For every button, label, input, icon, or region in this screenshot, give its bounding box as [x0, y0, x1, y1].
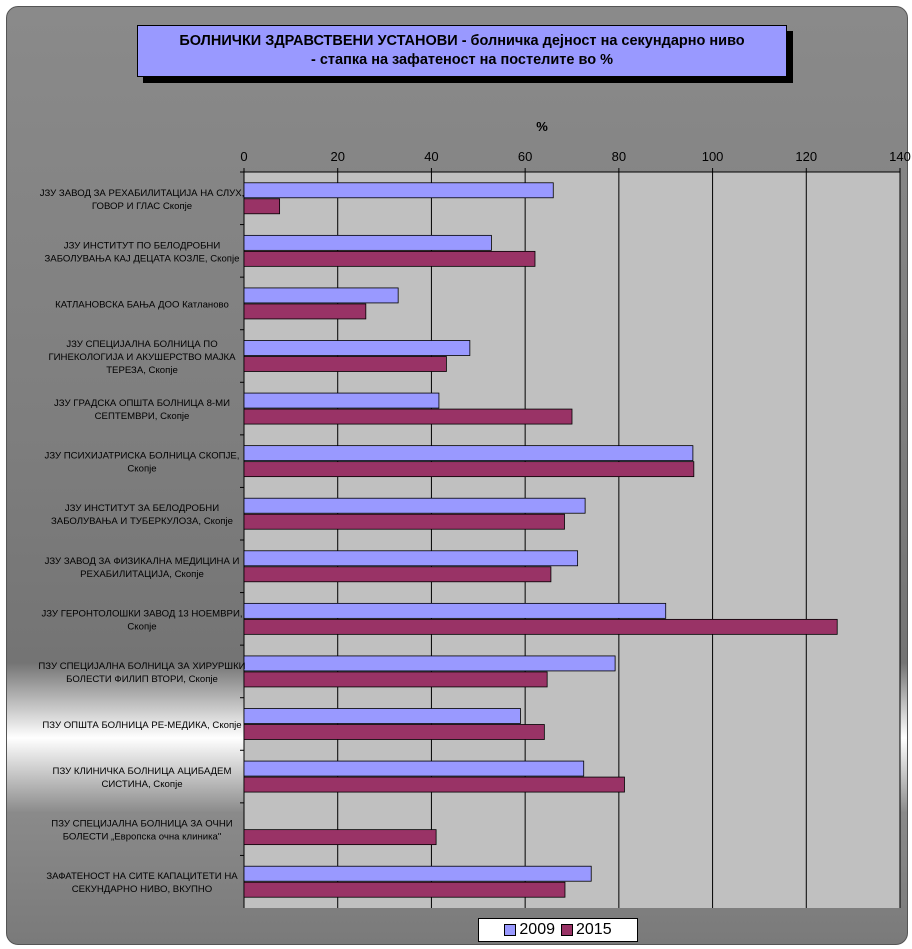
category-label: ПЗУ ОПШТА БОЛНИЦА РЕ-МЕДИКА, Скопје	[42, 720, 241, 731]
bar-2015	[243, 776, 625, 793]
chart-title-line-2: - стапка на зафатеност на постелите во %	[311, 52, 613, 68]
bar-2009	[243, 497, 586, 514]
bar-2009	[243, 182, 554, 199]
bar-2015	[243, 250, 536, 267]
legend: 2009 2015	[478, 918, 638, 942]
bar-2015	[243, 566, 552, 583]
plot-area	[244, 172, 900, 908]
category-label: ПЗУ СПЕЦИЈАЛНА БОЛНИЦА ЗА ХИРУРШКИ	[38, 661, 245, 672]
legend-label-2009: 2009	[519, 921, 555, 938]
x-tick-label: 0	[240, 149, 247, 164]
category-label: ГОВОР И ГЛАС Скопје	[92, 201, 192, 212]
category-label: ЈЗУ ИНСТИТУТ ПО БЕЛОДРОБНИ	[64, 240, 221, 251]
bar-2015	[243, 461, 695, 478]
legend-item-2009: 2009	[504, 921, 555, 939]
x-tick-label: 80	[612, 149, 626, 164]
x-tick-label: 140	[889, 149, 911, 164]
x-axis-label: %	[536, 119, 548, 134]
bar-2015	[243, 513, 565, 530]
bar-2009	[243, 550, 579, 567]
x-tick-label: 60	[518, 149, 532, 164]
bar-2015	[243, 408, 573, 425]
bar-2009	[243, 708, 521, 724]
legend-swatch-2015	[561, 924, 573, 936]
bar-2015	[243, 829, 437, 846]
category-label: ЈЗУ ЗАВОД ЗА ФИЗИКАЛНА МЕДИЦИНА И	[45, 556, 240, 567]
bar-2015	[243, 618, 838, 635]
category-label: ЈЗУ ПСИХИЈАТРИСКА БОЛНИЦА СКОПЈЕ,	[45, 451, 240, 462]
bar-2015	[243, 198, 281, 215]
legend-item-2015: 2015	[561, 921, 612, 939]
x-tick-label: 40	[424, 149, 438, 164]
category-label: ГИНЕКОЛОГИЈА И АКУШЕРСТВО МАЈКА	[48, 352, 236, 363]
category-label: ЗАБОЛУВАЊА КАЈ ДЕЦАТА КОЗЛЕ, Скопје	[45, 253, 240, 264]
chart-title: БОЛНИЧКИ ЗДРАВСТВЕНИ УСТАНОВИ - болничка…	[137, 25, 787, 77]
bar-2015	[243, 881, 566, 898]
category-label: ПЗУ СПЕЦИЈАЛНА БОЛНИЦА ЗА ОЧНИ	[51, 819, 233, 830]
bar-2009	[243, 865, 592, 882]
x-tick-label: 120	[795, 149, 817, 164]
bar-2015	[243, 671, 548, 688]
category-label: ЈЗУ ИНСТИТУТ ЗА БЕЛОДРОБНИ	[65, 503, 219, 514]
x-tick-label: 100	[702, 149, 724, 164]
category-label: Скопје	[127, 621, 156, 632]
category-label: Скопје	[127, 464, 156, 475]
bar-2009	[243, 760, 585, 777]
bar-2015	[243, 724, 545, 740]
bar-2009	[243, 655, 616, 672]
bar-2009	[243, 392, 440, 409]
category-label: ЗАФАТЕНОСТ НА СИТЕ КАПАЦИТЕТИ НА	[46, 871, 238, 882]
category-label: ПЗУ КЛИНИЧКА БОЛНИЦА АЦИБАДЕМ	[53, 766, 232, 777]
x-tick-label: 20	[330, 149, 344, 164]
bar-2015	[243, 303, 367, 320]
category-label: ЈЗУ СПЕЦИЈАЛНА БОЛНИЦА ПО	[66, 339, 217, 350]
category-label: СЕКУНДАРНО НИВО, ВКУПНО	[72, 884, 213, 895]
category-label: СЕПТЕМВРИ, Скопје	[95, 411, 190, 422]
legend-swatch-2009	[504, 924, 517, 936]
bar-2009	[243, 340, 471, 356]
category-label: ТЕРЕЗА, Скопје	[106, 365, 178, 376]
category-label: РЕХАБИЛИТАЦИЈА, Скопје	[80, 569, 204, 580]
category-label: ЈЗУ ГЕРОНТОЛОШКИ ЗАВОД 13 НОЕМВРИ,	[41, 608, 242, 619]
category-label: КАТЛАНОВСКА БАЊА ДОО Катланово	[55, 299, 229, 310]
chart-title-line-1: БОЛНИЧКИ ЗДРАВСТВЕНИ УСТАНОВИ - болничка…	[179, 33, 745, 49]
bar-2009	[243, 602, 667, 619]
category-label: СИСТИНА, Скопје	[101, 779, 182, 790]
category-label: ЈЗУ ЗАВОД ЗА РЕХАБИЛИТАЦИЈА НА СЛУХ,	[40, 188, 245, 199]
legend-label-2015: 2015	[576, 921, 612, 938]
category-label: БОЛЕСТИ „Европска очна клиника"	[63, 832, 222, 843]
bar-2009	[243, 445, 694, 462]
category-label: ЗАБОЛУВАЊА И ТУБЕРКУЛОЗА, Скопје	[51, 516, 233, 527]
bar-2009	[243, 234, 492, 251]
category-label: ЈЗУ ГРАДСКА ОПШТА БОЛНИЦА 8-МИ	[54, 398, 230, 409]
bar-2015	[243, 356, 447, 372]
category-label: БОЛЕСТИ ФИЛИП ВТОРИ, Скопје	[66, 674, 218, 685]
bar-2009	[243, 287, 399, 304]
